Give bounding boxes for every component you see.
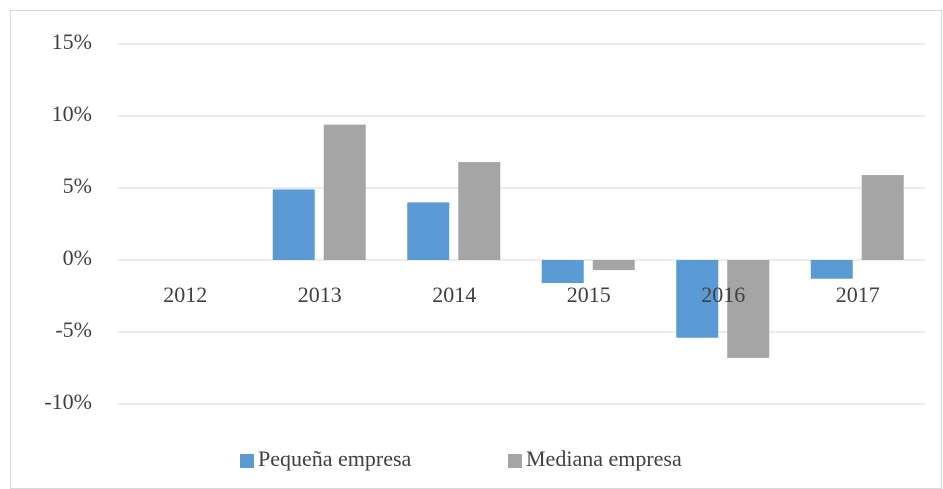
bar xyxy=(458,162,501,260)
y-tick-label: -5% xyxy=(55,317,92,342)
bar xyxy=(861,175,904,260)
x-tick-label: 2013 xyxy=(298,282,342,307)
legend-label: Pequeña empresa xyxy=(258,446,412,471)
legend-swatch xyxy=(508,454,522,468)
bar xyxy=(676,260,719,338)
x-tick-label: 2017 xyxy=(836,282,880,307)
y-tick-label: 5% xyxy=(63,173,92,198)
x-tick-label: 2014 xyxy=(432,282,476,307)
bar xyxy=(407,202,450,260)
bar xyxy=(272,189,315,260)
bar xyxy=(541,260,584,284)
bar xyxy=(323,124,366,260)
bar xyxy=(810,260,853,279)
bar xyxy=(592,260,635,271)
legend-label: Mediana empresa xyxy=(526,446,682,471)
x-tick-label: 2016 xyxy=(701,282,745,307)
y-tick-label: 10% xyxy=(52,101,92,126)
y-tick-label: -10% xyxy=(44,389,92,414)
x-tick-label: 2015 xyxy=(567,282,611,307)
legend-swatch xyxy=(240,454,254,468)
y-tick-label: 0% xyxy=(63,245,92,270)
y-tick-label: 15% xyxy=(52,29,92,54)
x-tick-label: 2012 xyxy=(163,282,207,307)
bar xyxy=(727,260,770,358)
